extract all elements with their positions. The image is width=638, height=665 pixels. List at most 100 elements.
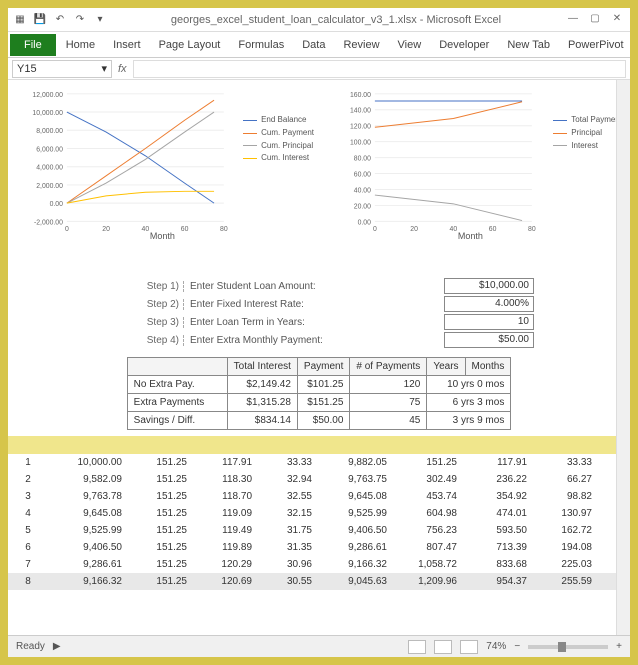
step-value-input[interactable]: 10 (444, 314, 534, 330)
svg-text:12,000.00: 12,000.00 (32, 92, 63, 99)
window-title: georges_excel_student_loan_calculator_v3… (112, 14, 560, 26)
normal-view-button[interactable] (408, 640, 426, 654)
page-break-view-button[interactable] (460, 640, 478, 654)
namebox-dropdown-icon[interactable]: ▾ (101, 62, 107, 75)
qat-dropdown-icon[interactable]: ▾ (92, 12, 108, 28)
amort-cum-pay: 1,209.96 (393, 576, 463, 587)
summary-row: Savings / Diff. $834.14 $50.00 45 3 yrs … (127, 412, 511, 430)
legend-item: Cum. Interest (243, 152, 314, 165)
step-value-input[interactable]: $10,000.00 (444, 278, 534, 294)
redo-icon[interactable]: ↷ (72, 12, 88, 28)
ribbon-tab-review[interactable]: Review (335, 35, 387, 55)
formula-input[interactable] (133, 60, 626, 78)
help-icon[interactable]: ? (634, 37, 638, 53)
amort-cum-int: 130.97 (533, 508, 598, 519)
formula-bar: Y15 ▾ fx (8, 58, 630, 80)
ribbon: File HomeInsertPage LayoutFormulasDataRe… (8, 32, 630, 58)
summary-row: No Extra Pay. $2,149.42 $101.25 120 10 y… (127, 376, 511, 394)
ribbon-tab-page-layout[interactable]: Page Layout (151, 35, 229, 55)
amort-cum-pay: 604.98 (393, 508, 463, 519)
ribbon-tab-new-tab[interactable]: New Tab (499, 35, 558, 55)
svg-text:100.00: 100.00 (350, 140, 371, 147)
amort-cum-pay: 453.74 (393, 491, 463, 502)
ribbon-tab-insert[interactable]: Insert (105, 35, 149, 55)
amort-ebal: 9,166.32 (318, 559, 393, 570)
balance-chart[interactable]: 12,000.0010,000.008,000.006,000.004,000.… (14, 84, 316, 241)
page-layout-view-button[interactable] (434, 640, 452, 654)
legend-item: End Balance (243, 114, 314, 127)
svg-text:60: 60 (489, 226, 497, 233)
amort-prin: 117.91 (193, 457, 258, 468)
step-label: Step 1) (104, 281, 184, 292)
amort-cum-prin: 593.50 (463, 525, 533, 536)
step-desc: Enter Extra Monthly Payment: (184, 335, 444, 346)
amort-row: 5 9,525.99 151.25 119.49 31.75 9,406.50 … (8, 522, 630, 539)
amort-header-band (8, 436, 630, 454)
payment-chart[interactable]: 160.00140.00120.00100.0080.0060.0040.002… (322, 84, 624, 241)
svg-text:40.00: 40.00 (354, 187, 371, 194)
amort-pay: 151.25 (128, 508, 193, 519)
file-tab[interactable]: File (10, 34, 56, 56)
amort-cum-prin: 236.22 (463, 474, 533, 485)
ribbon-tab-home[interactable]: Home (58, 35, 103, 55)
amort-cum-int: 33.33 (533, 457, 598, 468)
amort-bal: 9,645.08 (48, 508, 128, 519)
ribbon-tab-formulas[interactable]: Formulas (230, 35, 292, 55)
fx-icon[interactable]: fx (118, 63, 127, 75)
input-steps: Step 1) Enter Student Loan Amount: $10,0… (104, 277, 534, 349)
amort-cum-prin: 833.68 (463, 559, 533, 570)
amort-ebal: 9,525.99 (318, 508, 393, 519)
zoom-in-button[interactable]: + (616, 641, 622, 652)
excel-icon: ▦ (12, 12, 28, 28)
step-value-input[interactable]: 4.000% (444, 296, 534, 312)
x-axis-label-left: Month (150, 231, 175, 241)
amort-bal: 9,525.99 (48, 525, 128, 536)
vertical-scrollbar[interactable] (616, 80, 630, 635)
amort-bal: 10,000.00 (48, 457, 128, 468)
ribbon-tab-powerpivot[interactable]: PowerPivot (560, 35, 632, 55)
svg-text:60.00: 60.00 (354, 171, 371, 178)
zoom-level[interactable]: 74% (486, 641, 506, 652)
summary-payment: $101.25 (297, 376, 349, 394)
zoom-slider[interactable] (528, 645, 608, 649)
undo-icon[interactable]: ↶ (52, 12, 68, 28)
summary-interest: $2,149.42 (227, 376, 297, 394)
amort-cum-pay: 151.25 (393, 457, 463, 468)
amort-pay: 151.25 (128, 474, 193, 485)
amort-row: 6 9,406.50 151.25 119.89 31.35 9,286.61 … (8, 539, 630, 556)
amort-cum-int: 194.08 (533, 542, 598, 553)
zoom-out-button[interactable]: − (514, 641, 520, 652)
summary-years-months: 3 yrs 9 mos (427, 412, 511, 430)
close-button[interactable]: ✕ (608, 13, 626, 27)
svg-text:80: 80 (220, 226, 228, 233)
amort-row: 2 9,582.09 151.25 118.30 32.94 9,763.75 … (8, 471, 630, 488)
amort-int: 31.35 (258, 542, 318, 553)
summary-row: Extra Payments $1,315.28 $151.25 75 6 yr… (127, 394, 511, 412)
summary-row-label: No Extra Pay. (127, 376, 227, 394)
macro-icon[interactable]: ▶ (53, 641, 61, 652)
amort-prin: 120.69 (193, 576, 258, 587)
step-value-input[interactable]: $50.00 (444, 332, 534, 348)
summary-npay: 45 (350, 412, 427, 430)
summary-payment: $151.25 (297, 394, 349, 412)
amort-cum-pay: 1,058.72 (393, 559, 463, 570)
summary-interest: $834.14 (227, 412, 297, 430)
amort-n: 1 (8, 457, 48, 468)
svg-text:120.00: 120.00 (350, 124, 371, 131)
svg-text:40: 40 (450, 226, 458, 233)
ribbon-tab-view[interactable]: View (390, 35, 430, 55)
summary-table: Total InterestPayment# of PaymentsYearsM… (127, 357, 512, 430)
ribbon-tab-data[interactable]: Data (294, 35, 333, 55)
maximize-button[interactable]: ▢ (586, 13, 604, 27)
amort-cum-int: 255.59 (533, 576, 598, 587)
summary-header: Months (465, 358, 511, 376)
save-icon[interactable]: 💾 (32, 12, 48, 28)
svg-text:6,000.00: 6,000.00 (36, 146, 63, 153)
summary-header: Payment (297, 358, 349, 376)
minimize-button[interactable]: — (564, 13, 582, 27)
amort-int: 31.75 (258, 525, 318, 536)
step-label: Step 3) (104, 317, 184, 328)
name-box[interactable]: Y15 ▾ (12, 60, 112, 78)
ribbon-tab-developer[interactable]: Developer (431, 35, 497, 55)
amort-cum-pay: 756.23 (393, 525, 463, 536)
